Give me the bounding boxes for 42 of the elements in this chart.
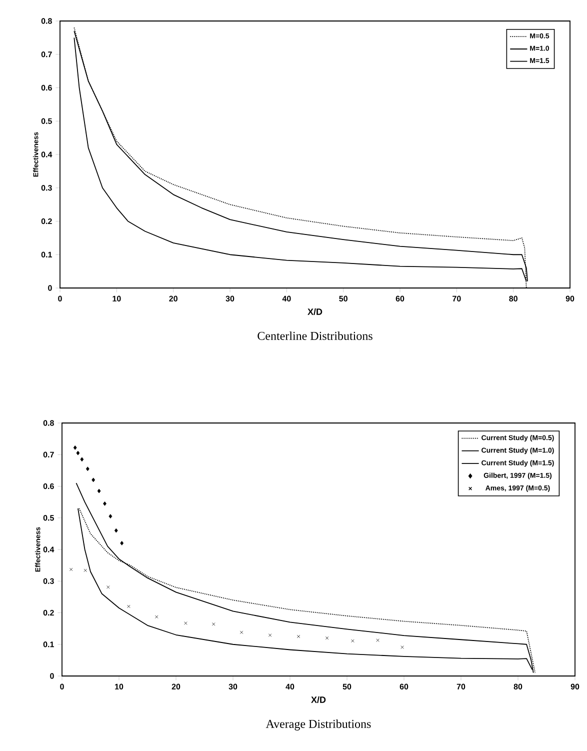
y-tick-label: 0.4 [41, 152, 52, 158]
x-tick-label: 60 [396, 296, 404, 302]
y-tick-label: 0.7 [41, 52, 52, 58]
y-tick-label: 0.3 [43, 578, 54, 584]
x-tick-label: 50 [342, 684, 352, 690]
x-tick-label: 70 [456, 684, 466, 690]
y-tick-label: 0.7 [43, 452, 54, 458]
y-tick-label: 0.4 [43, 546, 54, 552]
x-axis-title: X/D [311, 696, 326, 704]
x-axis-title: X/D [308, 308, 322, 316]
x-tick-label: 20 [172, 684, 180, 690]
x-tick-label: 80 [509, 296, 518, 302]
x-tick-label: 0 [60, 684, 64, 690]
x-tick-label: 90 [570, 684, 580, 690]
y-tick-label: 0.6 [43, 483, 54, 490]
text: Centerline Distributions [258, 332, 372, 340]
y-tick-label: 0.5 [41, 118, 52, 124]
x-tick-label: 40 [286, 684, 294, 690]
x-tick-label: 20 [169, 296, 178, 302]
y-tick-label: 0.6 [41, 84, 52, 91]
y-tick-label: 0.8 [41, 18, 52, 24]
x-tick-label: 80 [514, 684, 522, 690]
y-tick-label: 0.1 [41, 252, 52, 258]
x-tick-label: 70 [452, 296, 461, 302]
x-tick-label: 60 [400, 684, 408, 690]
x-tick-label: 10 [115, 684, 124, 690]
x-tick-label: 30 [228, 684, 238, 690]
x-tick-label: 50 [339, 296, 348, 302]
y-tick-label: 0.1 [43, 642, 54, 648]
y-tick-label: 0.8 [43, 420, 54, 426]
x-tick-label: 40 [282, 296, 291, 302]
y-tick-label: 0.2 [41, 218, 52, 224]
y-tick-label: 0 [50, 673, 54, 679]
y-tick-label: 0.5 [43, 515, 54, 521]
x-tick-label: 90 [566, 296, 574, 302]
y-tick-label: 0 [48, 285, 52, 291]
y-tick-label: 0.3 [41, 185, 52, 191]
text: Average Distributions [266, 720, 371, 730]
x-tick-label: 10 [112, 296, 121, 302]
x-tick-label: 0 [58, 296, 62, 302]
x-tick-label: 30 [226, 296, 234, 302]
y-tick-label: 0.2 [43, 610, 54, 616]
